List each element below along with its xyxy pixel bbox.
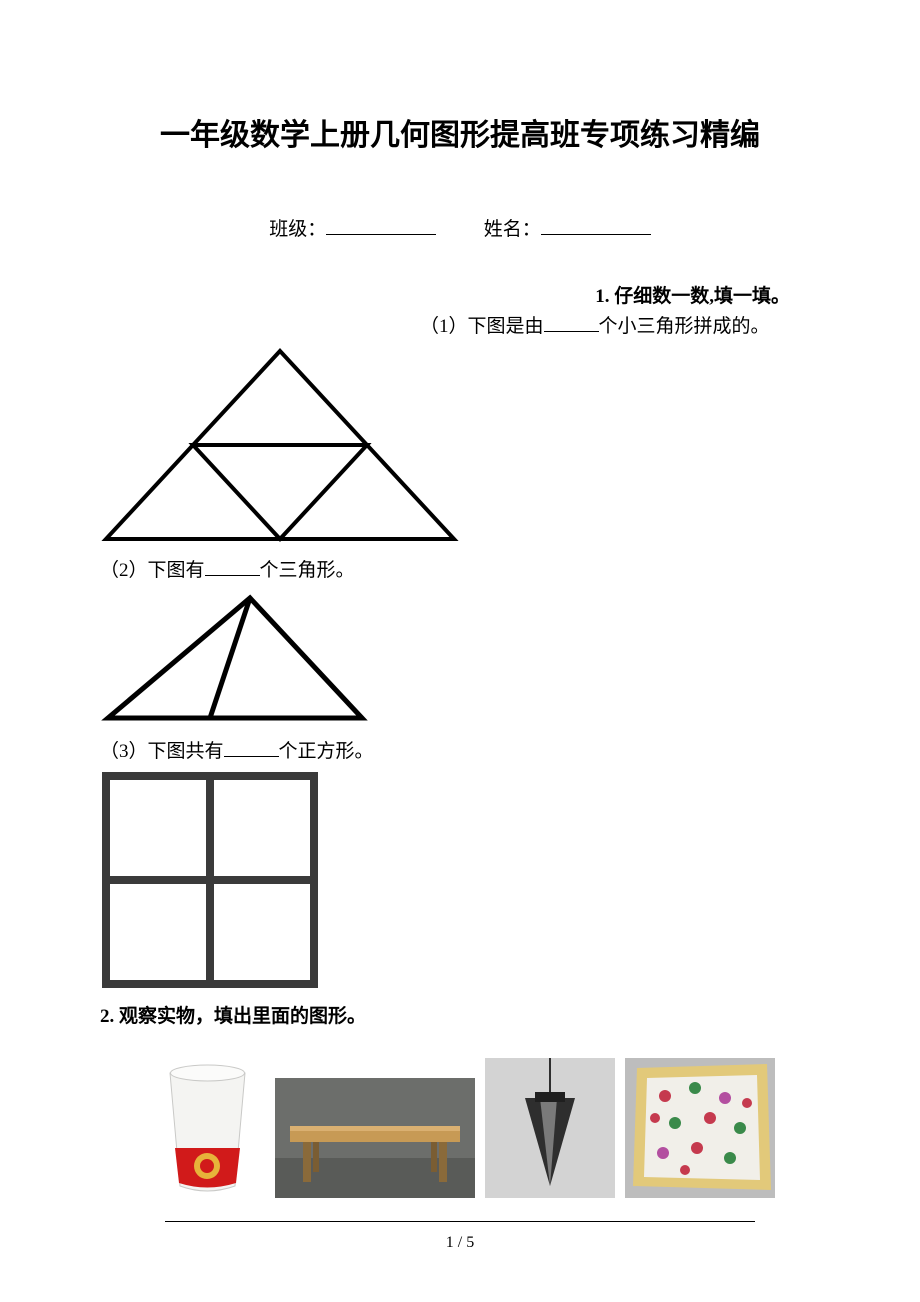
name-blank[interactable] bbox=[541, 214, 651, 235]
name-label: 姓名： bbox=[484, 219, 541, 240]
q1-sub3-blank[interactable] bbox=[224, 737, 279, 757]
q1-sub1: （1）下图是由 个小三角形拼成的。 bbox=[100, 312, 820, 341]
q1-header: 1. 仔细数一数,填一填。 bbox=[100, 281, 820, 308]
figure-square-grid bbox=[100, 770, 820, 995]
q1-sub2-pre: （2）下图有 bbox=[100, 560, 205, 581]
footer-rule bbox=[165, 1221, 755, 1222]
q1-sub3-post: 个正方形。 bbox=[279, 741, 374, 762]
q1-sub2-blank[interactable] bbox=[205, 556, 260, 576]
photo-plumb bbox=[485, 1058, 615, 1198]
q1-sub2-post: 个三角形。 bbox=[260, 560, 355, 581]
triangle-svg bbox=[100, 345, 460, 545]
q1-sub3-pre: （3）下图共有 bbox=[100, 741, 224, 762]
photo-row bbox=[150, 1058, 820, 1198]
q1-sub1-post: 个小三角形拼成的。 bbox=[599, 316, 770, 337]
photo-bench bbox=[275, 1078, 475, 1198]
q2-header: 2. 观察实物，填出里面的图形。 bbox=[100, 1001, 820, 1028]
q1-sub1-pre: （1）下图是由 bbox=[420, 316, 544, 337]
student-fields: 班级： 姓名： bbox=[100, 214, 820, 241]
triangle2-svg bbox=[100, 590, 370, 726]
figure-triangle-cevian bbox=[100, 590, 820, 731]
photo-quilt bbox=[625, 1058, 775, 1198]
class-label: 班级： bbox=[269, 219, 326, 240]
page: 一年级数学上册几何图形提高班专项练习精编 班级： 姓名： 1. 仔细数一数,填一… bbox=[0, 0, 920, 1302]
figure-triangle-subdivided bbox=[100, 345, 820, 550]
q1-sub2: （2）下图有 个三角形。 bbox=[100, 556, 820, 585]
q1-sub3: （3）下图共有 个正方形。 bbox=[100, 737, 820, 766]
q1-sub1-blank[interactable] bbox=[544, 312, 599, 332]
square-svg bbox=[100, 770, 320, 990]
page-title: 一年级数学上册几何图形提高班专项练习精编 bbox=[100, 110, 820, 154]
page-number: 1 / 5 bbox=[0, 1234, 920, 1252]
class-blank[interactable] bbox=[326, 214, 436, 235]
photo-cup bbox=[150, 1058, 265, 1198]
